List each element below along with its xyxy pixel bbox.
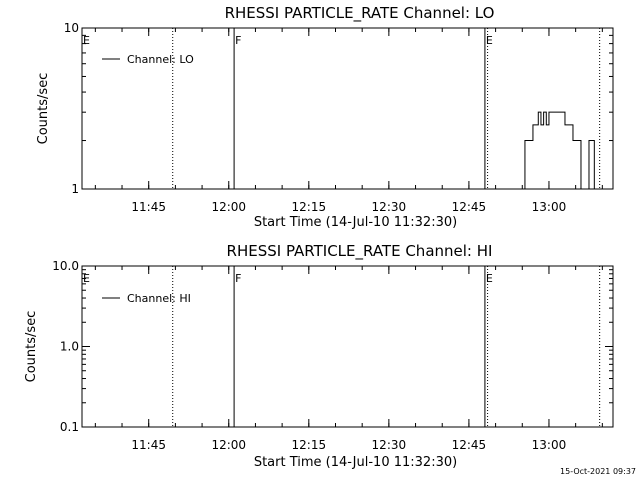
- x-tick-label: 12:45: [452, 200, 487, 214]
- x-tick-label: 12:30: [372, 200, 407, 214]
- y-tick-label: 10.0: [52, 259, 79, 273]
- x-tick-label: 12:30: [372, 438, 407, 452]
- y-tick-label: 1: [71, 182, 79, 196]
- x-tick-label: 12:45: [452, 438, 487, 452]
- x-tick-label: 11:45: [131, 200, 166, 214]
- event-marker-label: F: [235, 272, 241, 285]
- y-tick-label: 1.0: [60, 340, 79, 354]
- series-line: [516, 111, 597, 190]
- x-tick-label: 12:00: [211, 438, 246, 452]
- panel-hi: RHESSI PARTICLE_RATE Channel: HI 11:45 12:…: [24, 242, 614, 470]
- chart-title: RHESSI PARTICLE_RATE Channel: HI: [227, 242, 493, 261]
- legend-label: Channel: LO: [127, 53, 194, 66]
- x-tick-label: 13:00: [532, 438, 567, 452]
- x-tick-label: 11:45: [131, 438, 166, 452]
- x-tick-label: 12:15: [292, 438, 327, 452]
- footer-timestamp: 15-Oct-2021 09:37: [560, 467, 636, 476]
- y-axis-label: Counts/sec: [24, 311, 39, 383]
- chart-title: RHESSI PARTICLE_RATE Channel: LO: [225, 4, 495, 23]
- event-marker-label: F: [235, 34, 241, 47]
- x-tick-label: 12:15: [292, 200, 327, 214]
- plot-frame: [81, 265, 614, 428]
- x-tick-label: 13:00: [532, 200, 567, 214]
- x-tick-label: 12:00: [211, 200, 246, 214]
- event-marker-label: E: [486, 272, 493, 285]
- legend-label: Channel: HI: [127, 292, 191, 305]
- event-marker-label: E: [83, 34, 90, 47]
- panel-lo: RHESSI PARTICLE_RATE Channel: LO 11:45 12:…: [36, 4, 614, 230]
- y-tick-label: 0.1: [60, 420, 79, 434]
- plot-frame: [81, 27, 614, 190]
- y-tick-label: 10: [64, 21, 79, 35]
- x-axis-label: Start Time (14-Jul-10 11:32:30): [254, 455, 457, 470]
- x-axis-label: Start Time (14-Jul-10 11:32:30): [254, 215, 457, 230]
- event-marker-label: E: [83, 272, 90, 285]
- y-axis-label: Counts/sec: [36, 73, 51, 145]
- event-marker-label: E: [486, 34, 493, 47]
